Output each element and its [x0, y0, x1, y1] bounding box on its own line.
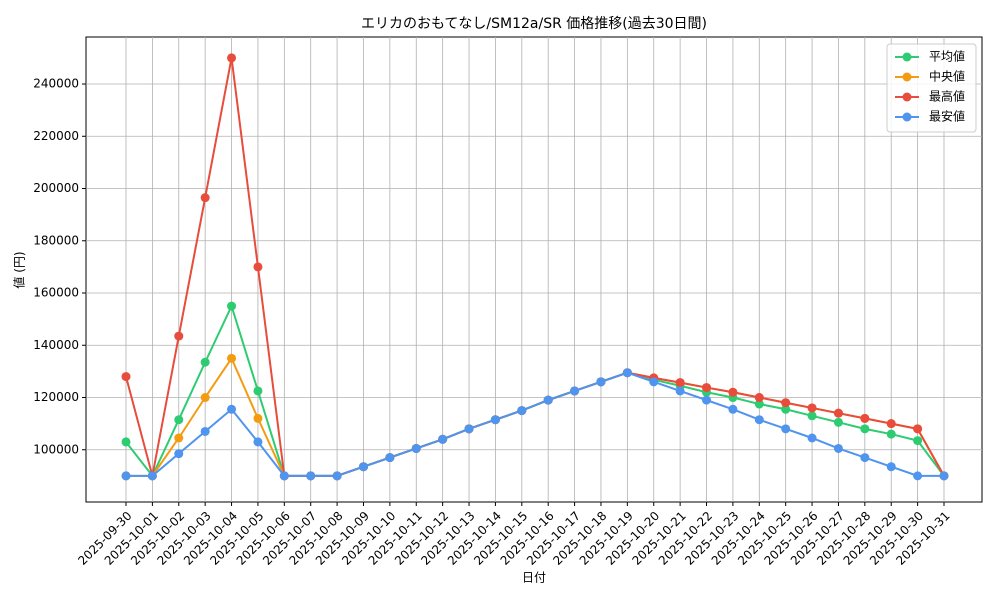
data-point [807, 411, 817, 421]
data-point [517, 406, 527, 416]
data-point [913, 424, 923, 434]
data-point [939, 471, 949, 481]
data-point [174, 415, 184, 425]
data-point [781, 424, 791, 434]
data-point [411, 443, 421, 453]
data-point [754, 393, 764, 403]
y-tick-label: 100000 [33, 442, 79, 456]
data-point [227, 301, 237, 311]
data-point [543, 395, 553, 405]
y-axis-label: 値 (円) [12, 251, 27, 288]
legend-label: 平均値 [929, 49, 965, 64]
data-point [596, 377, 606, 387]
y-tick-label: 240000 [33, 77, 79, 91]
data-point [227, 353, 237, 363]
series-line [125, 57, 945, 477]
data-point [385, 453, 395, 463]
data-point [807, 433, 817, 443]
data-point [886, 419, 896, 429]
data-point [253, 413, 263, 423]
data-point [675, 386, 685, 396]
chart-title: エリカのおもてなし/SM12a/SR 価格推移(過去30日間) [361, 16, 707, 32]
data-point [860, 424, 870, 434]
data-point [754, 399, 764, 409]
legend-marker [902, 92, 912, 102]
data-point [781, 404, 791, 414]
data-point [174, 331, 184, 341]
data-point [332, 471, 342, 481]
data-point [570, 386, 580, 396]
y-tick-label: 120000 [33, 390, 79, 404]
series-line [125, 303, 945, 478]
data-point [675, 378, 685, 388]
data-point [807, 403, 817, 413]
data-point [200, 193, 210, 203]
y-tick-label: 140000 [33, 338, 79, 352]
data-point [147, 471, 157, 481]
data-point [913, 436, 923, 446]
data-point [306, 471, 316, 481]
data-point [200, 393, 210, 403]
data-point [754, 415, 764, 425]
data-point [438, 434, 448, 444]
data-point [728, 387, 738, 397]
data-point [174, 433, 184, 443]
y-tick-label: 220000 [33, 129, 79, 143]
data-point [886, 462, 896, 472]
data-point [253, 262, 263, 272]
data-point [279, 471, 289, 481]
y-tick-label: 180000 [33, 233, 79, 247]
data-point [702, 395, 712, 405]
data-point [702, 383, 712, 393]
data-point [833, 443, 843, 453]
data-point [886, 429, 896, 439]
data-point [121, 471, 131, 481]
data-point [121, 437, 131, 447]
data-point [253, 437, 263, 447]
legend-box [886, 43, 977, 133]
x-axis-label: 日付 [522, 571, 546, 585]
legend-marker [902, 52, 912, 62]
legend-marker [902, 112, 912, 122]
data-point [649, 377, 659, 387]
data-point [121, 372, 131, 382]
legend-label: 最高値 [929, 89, 965, 104]
data-point [860, 413, 870, 423]
y-tick-label: 200000 [33, 181, 79, 195]
data-point [490, 415, 500, 425]
series-line [126, 371, 944, 477]
legend-label: 最安値 [929, 109, 965, 124]
data-point [253, 386, 263, 396]
y-tick-label: 160000 [33, 286, 79, 300]
legend-label: 中央値 [929, 69, 965, 84]
data-point [913, 471, 923, 481]
data-point [622, 368, 632, 378]
data-point [860, 453, 870, 463]
data-point [200, 426, 210, 436]
data-point [227, 53, 237, 63]
data-point [833, 417, 843, 427]
data-point [833, 408, 843, 418]
data-point [358, 462, 368, 472]
data-point [174, 449, 184, 459]
data-point [227, 404, 237, 414]
legend-marker [902, 72, 912, 82]
data-point [200, 357, 210, 367]
data-point [781, 398, 791, 408]
data-point [464, 424, 474, 434]
plot-frame [85, 36, 983, 503]
data-point [728, 404, 738, 414]
